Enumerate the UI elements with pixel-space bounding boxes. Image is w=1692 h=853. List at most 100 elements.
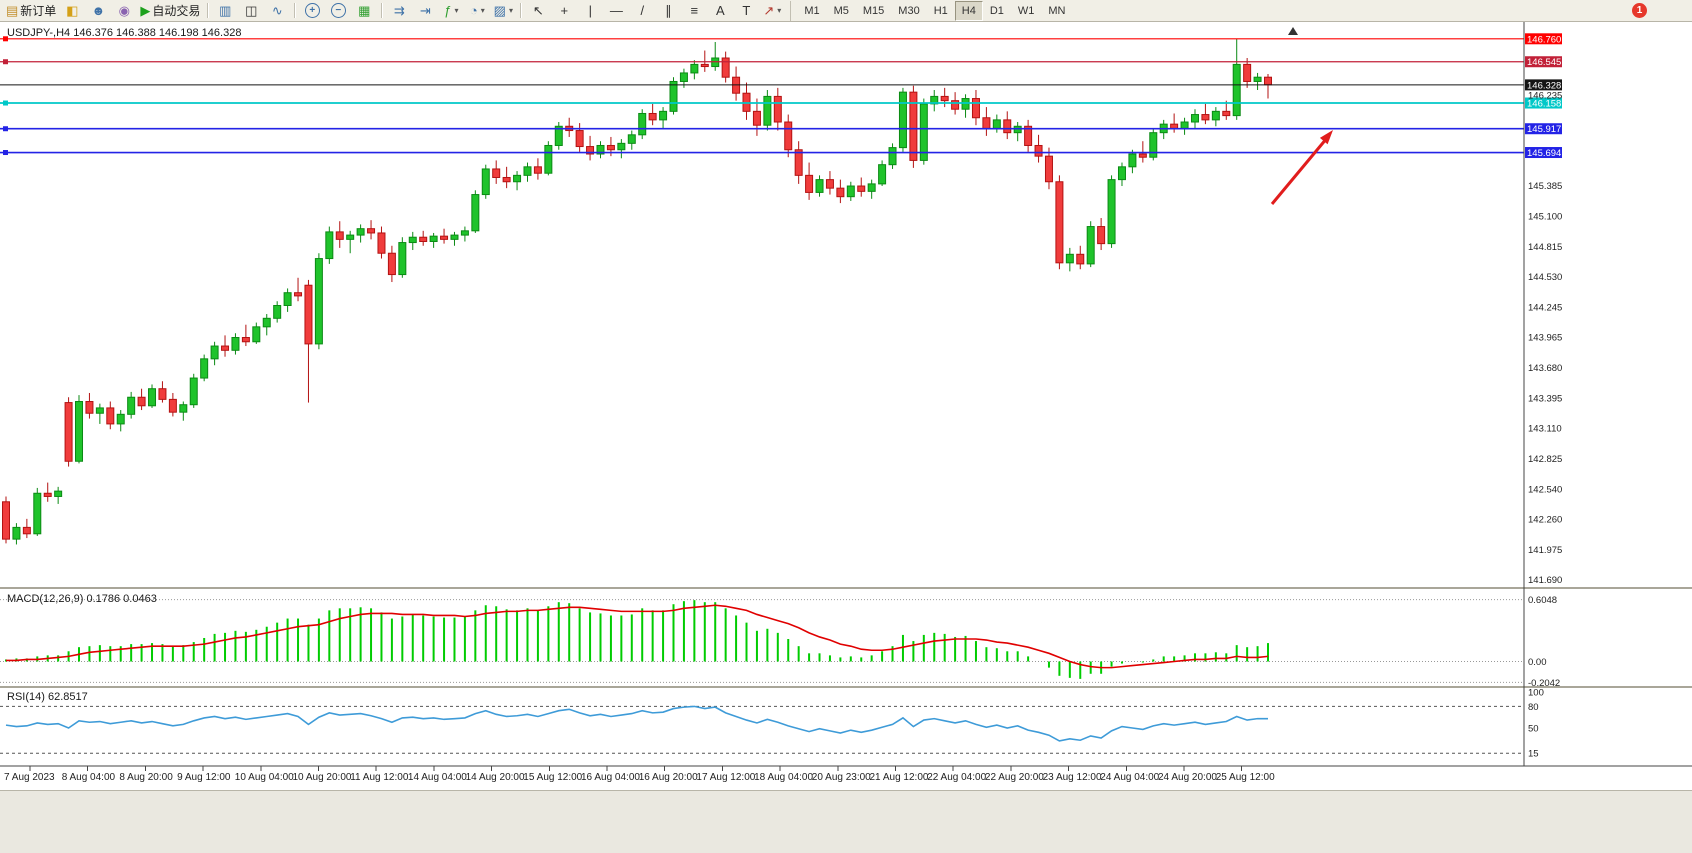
bull-candle <box>210 345 219 360</box>
bear-candle <box>606 144 615 151</box>
time-axis-label: 18 Aug 04:00 <box>754 772 813 783</box>
zoom-in-button[interactable]: + <box>299 1 325 21</box>
equidistant-channel-button[interactable]: ∥ <box>655 1 681 21</box>
auto-scroll-button[interactable]: ⇉ <box>386 1 412 21</box>
bull-candle <box>33 492 42 535</box>
price-axis-label: 143.680 <box>1528 363 1562 374</box>
resistance-line-2-handle[interactable] <box>3 59 8 65</box>
navigator-button[interactable]: ☻ <box>85 1 111 21</box>
rsi-scale-label: 80 <box>1528 702 1539 713</box>
chart-canvas[interactable]: 146.760 146.545 146.328 146.158 145.917 145.6… <box>0 22 1692 790</box>
indicators-button[interactable]: ƒ ▾ <box>438 1 464 21</box>
price-axis-label: 143.110 <box>1528 424 1562 435</box>
timeframe-h4-button[interactable]: H4 <box>954 0 983 21</box>
new-order-button[interactable]: ▤ 新订单 <box>3 1 59 21</box>
fibonacci-icon: ≡ <box>690 3 699 18</box>
trendline-button[interactable]: / <box>629 1 655 21</box>
bear-candle <box>940 95 949 102</box>
text-label-button[interactable]: T <box>733 1 759 21</box>
price-tag-text: 145.694 <box>1527 148 1561 159</box>
text-label-icon: T <box>742 3 751 18</box>
bear-candle <box>1024 125 1033 146</box>
timeframe-m30-button[interactable]: M30 <box>898 4 920 17</box>
bull-candle <box>148 388 157 407</box>
tile-windows-button[interactable]: ▦ <box>351 1 377 21</box>
bull-candle <box>1180 121 1189 129</box>
zoom-out-button[interactable]: − <box>325 1 351 21</box>
timeframe-d1-button[interactable]: D1 <box>989 4 1004 17</box>
bear-candle <box>168 398 177 413</box>
bull-candle <box>627 134 636 144</box>
trendline-icon: / <box>640 3 645 18</box>
bar-chart-button[interactable]: ▥ <box>212 1 238 21</box>
fibonacci-button[interactable]: ≡ <box>681 1 707 21</box>
bull-candle <box>888 147 897 166</box>
price-axis-label: 141.975 <box>1528 545 1562 556</box>
zoom-in-icon: + <box>304 3 320 18</box>
bear-candle <box>367 228 376 234</box>
bull-candle <box>283 292 292 307</box>
macd-signal-line <box>6 604 1269 669</box>
price-axis-label: 142.825 <box>1528 454 1562 465</box>
pivot-line-handle[interactable] <box>3 100 8 106</box>
horizontal-line-button[interactable]: — <box>603 1 629 21</box>
price-tag-text: 146.158 <box>1527 99 1561 110</box>
timeframe-h1-button[interactable]: H1 <box>933 4 948 17</box>
crosshair-button[interactable]: + <box>551 1 577 21</box>
vertical-line-button[interactable]: | <box>577 1 603 21</box>
templates-button[interactable]: ▨ ▾ <box>490 1 516 21</box>
bull-candle <box>1065 253 1074 264</box>
cursor-button[interactable]: ↖ <box>525 1 551 21</box>
support-line-2-handle[interactable] <box>3 150 8 156</box>
periods-button[interactable]: ◔ ▾ <box>464 1 490 21</box>
bear-candle <box>22 526 31 535</box>
text-button[interactable]: A <box>707 1 733 21</box>
arrows-dropdown-icon[interactable]: ▾ <box>777 6 782 15</box>
candlestick-chart-button[interactable]: ◫ <box>238 1 264 21</box>
timeframe-w1-button[interactable]: W1 <box>1017 4 1035 17</box>
indicators-dropdown-icon[interactable]: ▾ <box>454 6 459 15</box>
macd-indicator-label: MACD(12,26,9) 0.1786 0.0463 <box>7 593 157 605</box>
arrow-annotation-head[interactable] <box>1319 130 1333 145</box>
price-axis-label: 146.235 <box>1528 90 1562 101</box>
vertical-line-icon: | <box>588 3 593 18</box>
time-axis-label: 10 Aug 04:00 <box>235 772 294 783</box>
timeframe-m15-button[interactable]: M15 <box>862 4 885 17</box>
arrows-button[interactable]: ↗ ▾ <box>759 1 785 21</box>
bull-candle <box>1253 76 1262 82</box>
time-axis-label: 7 Aug 2023 <box>4 772 55 783</box>
timeframe-m1-button[interactable]: M1 <box>804 4 820 17</box>
quotes-button[interactable]: ◧ <box>59 1 85 21</box>
price-axis-label: 144.815 <box>1528 242 1562 253</box>
resistance-line-1-handle[interactable] <box>3 36 8 42</box>
data-window-button[interactable]: ◉ <box>111 1 137 21</box>
current-price-line-price-tag <box>1525 79 1562 91</box>
autotrading-button[interactable]: ▶ 自动交易 <box>137 1 203 21</box>
chart-shift-button[interactable]: ⇥ <box>412 1 438 21</box>
line-chart-button[interactable]: ∿ <box>264 1 290 21</box>
rsi-scale-label: 100 <box>1528 688 1544 699</box>
notification-badge[interactable]: 1 <box>1632 3 1647 18</box>
toolbar: ▤ 新订单 ◧ ☻ ◉ ▶ 自动交易 ▥ ◫ ∿ + − ▦ ⇉ ⇥ ƒ ▾ ◔ ▾ ▨ ▾ ↖ + | — / ∥ ≡ A T ↗ ▾ M1… <box>0 0 1692 22</box>
data-window-icon: ◉ <box>118 3 130 18</box>
bull-candle <box>1128 153 1137 168</box>
bull-candle <box>450 234 459 240</box>
toolbar-separator <box>207 3 209 18</box>
bull-candle <box>325 231 334 260</box>
price-axis-label: 144.530 <box>1528 272 1562 283</box>
bear-candle <box>377 232 386 254</box>
bull-candle <box>815 179 824 193</box>
templates-dropdown-icon[interactable]: ▾ <box>508 6 513 15</box>
bull-candle <box>1211 110 1220 121</box>
time-axis-label: 24 Aug 04:00 <box>1100 772 1159 783</box>
bear-candle <box>85 401 94 414</box>
crosshair-icon: + <box>560 3 569 18</box>
timeframe-m5-button[interactable]: M5 <box>833 4 849 17</box>
chart-window[interactable]: 146.760 146.545 146.328 146.158 145.917 145.6… <box>0 22 1692 790</box>
periods-dropdown-icon[interactable]: ▾ <box>480 6 485 15</box>
timeframe-mn-button[interactable]: MN <box>1048 4 1066 17</box>
chart-shift-marker[interactable] <box>1288 27 1298 35</box>
support-line-1-handle[interactable] <box>3 126 8 132</box>
arrow-annotation[interactable] <box>1270 137 1329 205</box>
cursor-icon: ↖ <box>532 3 544 18</box>
